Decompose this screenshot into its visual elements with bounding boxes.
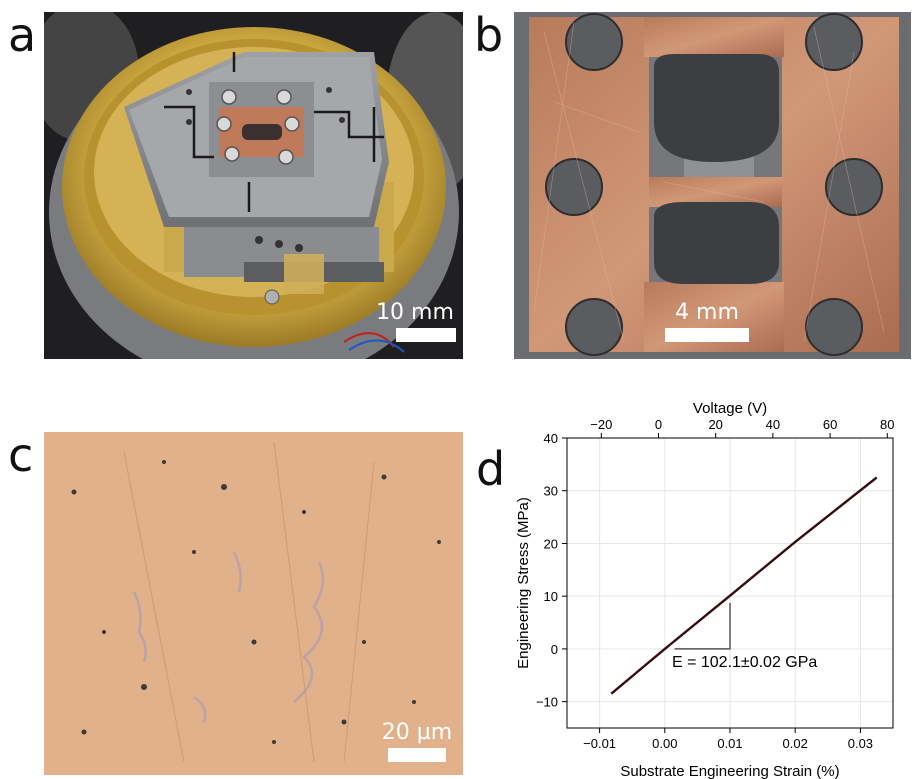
photo-micrograph: 20 µm <box>44 432 463 775</box>
top-x-tick-label: −20 <box>590 417 612 432</box>
scalebar-a-label: 10 mm <box>376 300 454 325</box>
top-x-axis-label: Voltage (V) <box>693 400 767 417</box>
y-tick-label: 40 <box>544 431 558 446</box>
y-tick-label: −10 <box>536 695 558 710</box>
y-axis-label: Engineering Stress (MPa) <box>515 497 532 669</box>
photo-copper-sample: 4 mm <box>514 12 911 359</box>
panel-label-c: c <box>8 428 34 482</box>
x-tick-label: −0.01 <box>583 736 616 751</box>
modulus-annotation: E = 102.1±0.02 GPa <box>672 654 817 671</box>
chart-grid <box>567 437 893 728</box>
x-tick-label: 0.00 <box>652 736 677 751</box>
top-x-tick-label: 60 <box>823 417 837 432</box>
x-tick-label: 0.01 <box>717 736 742 751</box>
copper-sample-illustration <box>514 12 911 359</box>
micrograph-illustration <box>44 432 463 775</box>
scalebar-a: 10 mm <box>372 302 458 342</box>
scalebar-a-bar <box>396 328 456 342</box>
panel-label-a: a <box>8 8 37 62</box>
top-x-tick-label: 20 <box>708 417 722 432</box>
y-tick-label: 30 <box>544 484 558 499</box>
plot-frame <box>566 437 894 729</box>
y-tick-label: 10 <box>544 589 558 604</box>
photo-cryostat-stage: 10 mm <box>44 12 463 359</box>
scalebar-c: 20 µm <box>376 722 458 762</box>
series-line <box>610 476 878 695</box>
x-tick-label: 0.02 <box>783 736 808 751</box>
x-axis-label: Substrate Engineering Strain (%) <box>620 763 839 779</box>
y-tick-label: 20 <box>544 536 558 551</box>
chart-ticks: −0.01 0.00 0.01 0.02 0.03 −10 0 10 20 30 40 −20 0 20 4… <box>536 417 895 751</box>
scalebar-b-label: 4 mm <box>675 300 739 325</box>
x-tick-label: 0.03 <box>848 736 873 751</box>
scalebar-c-label: 20 µm <box>381 720 453 745</box>
top-x-tick-label: 80 <box>880 417 894 432</box>
chart-series <box>610 476 878 695</box>
cryostat-illustration <box>44 12 463 359</box>
panel-label-d: d <box>476 442 506 496</box>
top-x-tick-label: 0 <box>655 417 662 432</box>
slope-triangle <box>674 603 731 650</box>
scalebar-b-bar <box>665 328 749 342</box>
top-x-tick-label: 40 <box>766 417 780 432</box>
panel-label-b: b <box>474 8 504 62</box>
slope-triangle-path <box>674 603 731 650</box>
scalebar-c-bar <box>388 748 446 762</box>
scalebar-b: 4 mm <box>662 302 752 342</box>
y-tick-label: 0 <box>551 642 558 657</box>
